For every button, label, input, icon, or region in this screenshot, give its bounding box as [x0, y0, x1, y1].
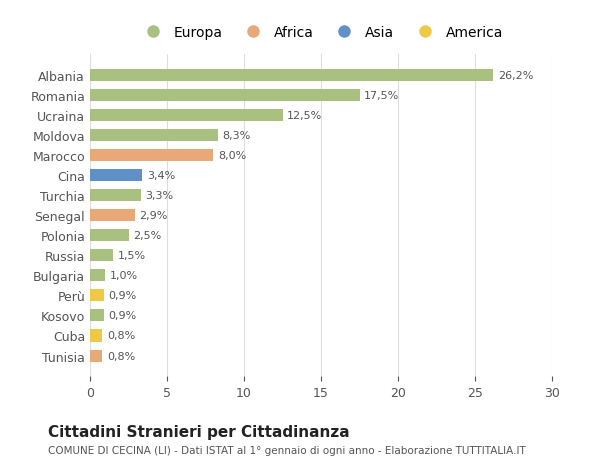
- Text: 2,5%: 2,5%: [133, 231, 161, 241]
- Bar: [90, 270, 106, 282]
- Text: 2,9%: 2,9%: [139, 211, 167, 221]
- Bar: [90, 230, 128, 242]
- Text: 8,0%: 8,0%: [218, 151, 246, 161]
- Text: Cittadini Stranieri per Cittadinanza: Cittadini Stranieri per Cittadinanza: [48, 425, 350, 440]
- Text: 17,5%: 17,5%: [364, 91, 400, 101]
- Bar: [90, 70, 493, 82]
- Bar: [90, 90, 359, 102]
- Bar: [90, 250, 113, 262]
- Bar: [90, 290, 104, 302]
- Text: 3,3%: 3,3%: [145, 191, 173, 201]
- Text: 0,8%: 0,8%: [107, 331, 135, 341]
- Bar: [90, 310, 104, 322]
- Bar: [90, 150, 213, 162]
- Legend: Europa, Africa, Asia, America: Europa, Africa, Asia, America: [133, 20, 509, 45]
- Text: 0,9%: 0,9%: [109, 311, 137, 321]
- Text: 8,3%: 8,3%: [223, 131, 251, 141]
- Text: 0,8%: 0,8%: [107, 351, 135, 361]
- Text: 12,5%: 12,5%: [287, 111, 322, 121]
- Text: 0,9%: 0,9%: [109, 291, 137, 301]
- Bar: [90, 190, 141, 202]
- Text: 3,4%: 3,4%: [147, 171, 175, 181]
- Bar: [90, 130, 218, 142]
- Text: COMUNE DI CECINA (LI) - Dati ISTAT al 1° gennaio di ogni anno - Elaborazione TUT: COMUNE DI CECINA (LI) - Dati ISTAT al 1°…: [48, 445, 526, 455]
- Text: 1,0%: 1,0%: [110, 271, 138, 281]
- Bar: [90, 330, 103, 342]
- Bar: [90, 350, 103, 362]
- Bar: [90, 110, 283, 122]
- Text: 1,5%: 1,5%: [118, 251, 146, 261]
- Text: 26,2%: 26,2%: [498, 71, 533, 81]
- Bar: [90, 170, 142, 182]
- Bar: [90, 210, 134, 222]
